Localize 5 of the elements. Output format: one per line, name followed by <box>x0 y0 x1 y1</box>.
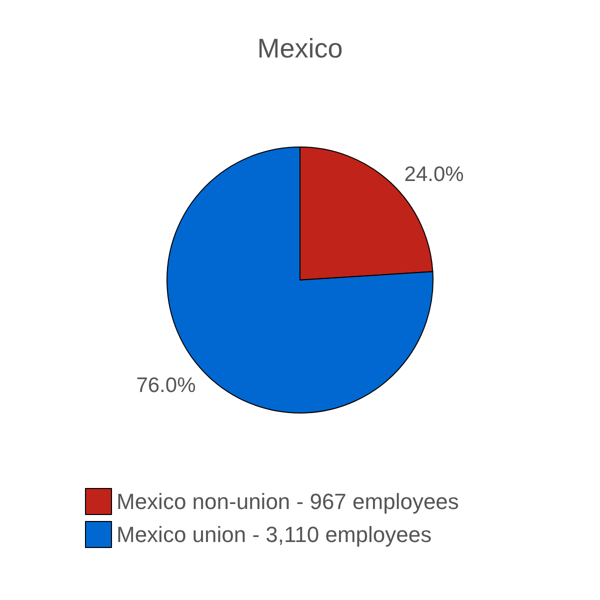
data-label: 24.0% <box>404 162 464 186</box>
legend-label: Mexico union - 3,110 employees <box>116 522 432 547</box>
chart-title: Mexico <box>257 34 343 64</box>
data-label: 76.0% <box>136 374 196 398</box>
legend-label: Mexico non-union - 967 employees <box>116 489 459 514</box>
